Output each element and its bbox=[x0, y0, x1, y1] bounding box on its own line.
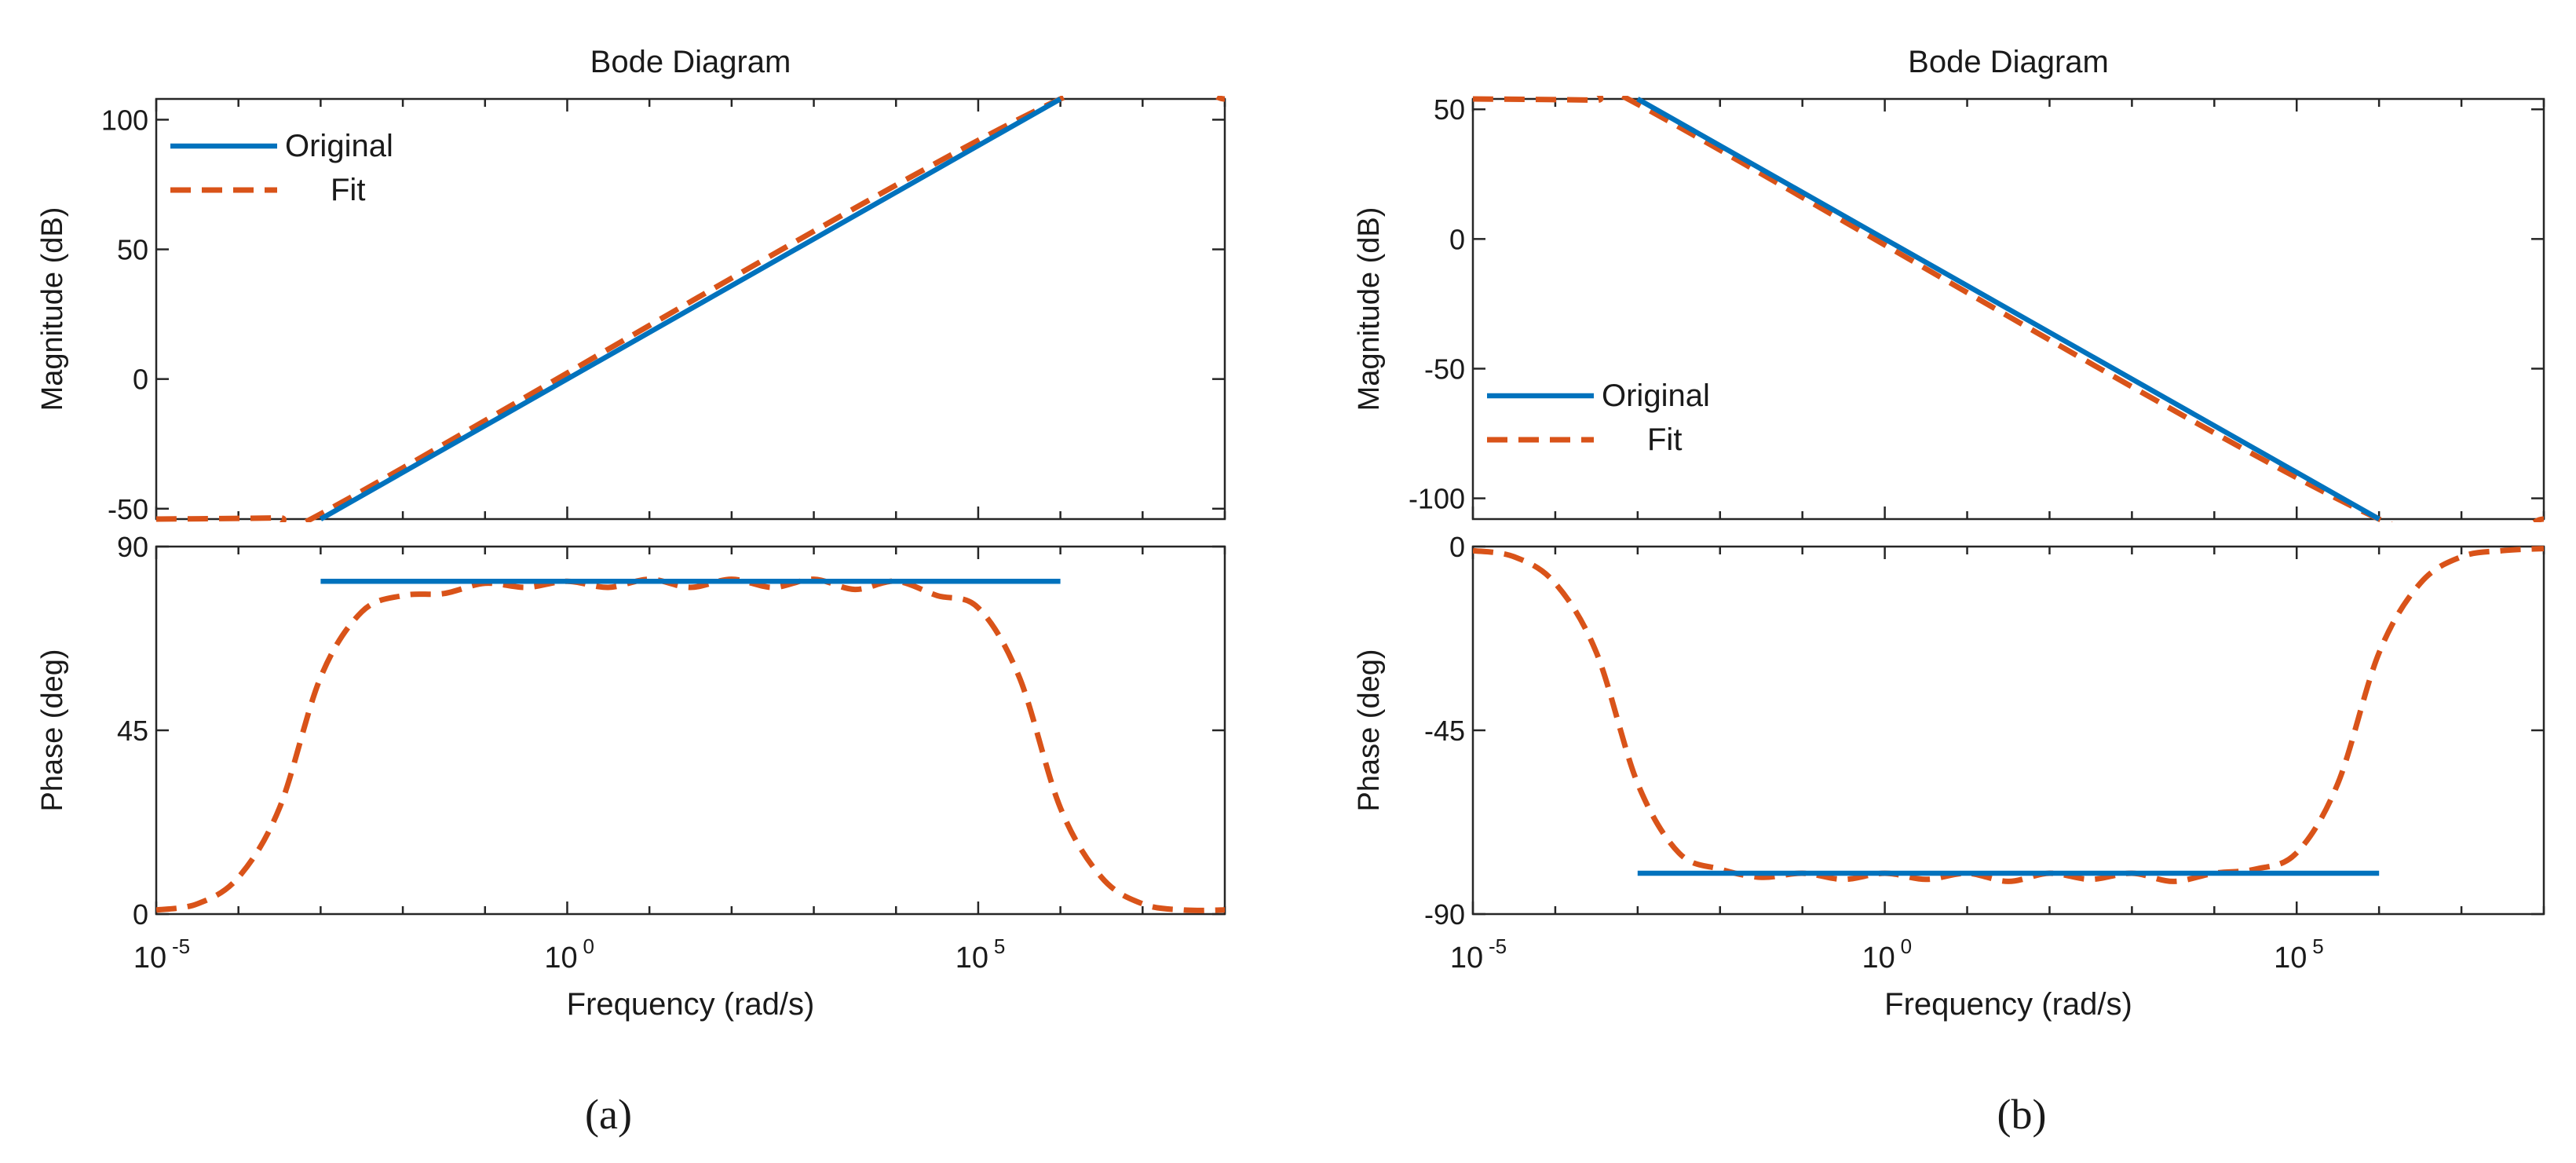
magnitude-subplot: -100 -50 0 50 Magnitude (dB) Original Fit bbox=[1353, 93, 2545, 522]
xtick-label: 10 0 bbox=[544, 934, 594, 975]
xtick-label-exponent: 0 bbox=[1901, 934, 1912, 958]
phase-ylabel: Phase (deg) bbox=[36, 649, 69, 811]
magnitude-series-original-line bbox=[319, 97, 1062, 521]
phase-series-fit-line bbox=[1473, 546, 2544, 884]
phase-series-fit-line bbox=[156, 576, 1225, 913]
xtick-label: 10 -5 bbox=[133, 934, 190, 975]
phase-ytick-label: 0 bbox=[1449, 531, 1465, 563]
phase-ytick-label: -90 bbox=[1424, 898, 1465, 931]
xtick-label-exponent: -5 bbox=[172, 934, 190, 958]
magnitude-ytick-label: 50 bbox=[1434, 93, 1465, 126]
legend-label-original: Original bbox=[285, 129, 393, 163]
magnitude-series-original-line bbox=[1636, 97, 2381, 521]
xlabel: Frequency (rad/s) bbox=[1884, 987, 2132, 1022]
xtick-label: 10 0 bbox=[1862, 934, 1912, 975]
legend-label-original: Original bbox=[1602, 379, 1710, 413]
xtick-label: 10 -5 bbox=[1450, 934, 1507, 975]
xtick-label-exponent: 5 bbox=[2312, 934, 2323, 958]
legend-label-fit: Fit bbox=[1647, 422, 1682, 457]
phase-subplot: 0 45 90 Phase (deg) bbox=[36, 531, 1226, 931]
magnitude-ylabel: Magnitude (dB) bbox=[36, 207, 69, 411]
legend-label-fit: Fit bbox=[331, 173, 365, 207]
magnitude-ytick-label: 0 bbox=[1449, 223, 1465, 255]
magnitude-ylabel: Magnitude (dB) bbox=[1353, 207, 1386, 411]
magnitude-ytick-label: 100 bbox=[101, 104, 148, 136]
xtick-label: 10 5 bbox=[2274, 934, 2324, 975]
phase-axes-box bbox=[155, 545, 1226, 916]
legend: Original Fit bbox=[170, 129, 393, 207]
xtick-label-base: 10 bbox=[1862, 942, 1895, 975]
legend: Original Fit bbox=[1487, 379, 1710, 457]
magnitude-ytick-label: 50 bbox=[117, 234, 148, 266]
xtick-label: 10 5 bbox=[955, 934, 1006, 975]
phase-subplot: -90 -45 0 Phase (deg) bbox=[1353, 531, 2545, 931]
chart-title: Bode Diagram bbox=[590, 45, 791, 79]
magnitude-series-fit-line bbox=[1473, 96, 2544, 522]
xtick-label-exponent: -5 bbox=[1489, 934, 1507, 958]
chart-title: Bode Diagram bbox=[1908, 45, 2109, 79]
phase-axes-box bbox=[1471, 545, 2545, 916]
phase-ytick-label: -45 bbox=[1424, 715, 1465, 747]
magnitude-ytick-label: 0 bbox=[133, 364, 148, 396]
xtick-label-exponent: 5 bbox=[994, 934, 1005, 958]
xtick-label-base: 10 bbox=[2274, 942, 2307, 975]
xtick-label-exponent: 0 bbox=[583, 934, 594, 958]
xtick-label-base: 10 bbox=[955, 942, 988, 975]
magnitude-ytick-label: -100 bbox=[1409, 483, 1465, 515]
magnitude-series-fit-line bbox=[156, 96, 1225, 522]
magnitude-ytick-label: -50 bbox=[1424, 353, 1465, 385]
phase-ylabel: Phase (deg) bbox=[1353, 649, 1386, 811]
phase-ytick-label: 90 bbox=[117, 531, 148, 563]
magnitude-subplot: -50 0 50 100 Magnitude (dB) Original Fit bbox=[36, 96, 1226, 525]
magnitude-ytick-label: -50 bbox=[108, 493, 148, 525]
xtick-label-base: 10 bbox=[133, 942, 166, 975]
xlabel: Frequency (rad/s) bbox=[567, 987, 815, 1022]
phase-ytick-label: 0 bbox=[133, 898, 148, 931]
panel-caption: (a) bbox=[585, 1091, 632, 1138]
phase-ytick-label: 45 bbox=[117, 715, 148, 747]
xtick-label-base: 10 bbox=[544, 942, 577, 975]
panel-caption: (b) bbox=[1997, 1091, 2047, 1138]
xtick-label-base: 10 bbox=[1450, 942, 1483, 975]
